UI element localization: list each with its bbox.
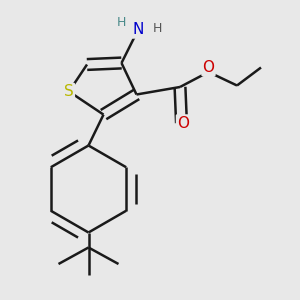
Text: O: O <box>177 116 189 130</box>
Text: H: H <box>153 22 162 35</box>
Text: O: O <box>202 60 214 75</box>
Text: H: H <box>117 16 126 29</box>
Text: S: S <box>64 84 74 99</box>
Text: N: N <box>132 22 144 38</box>
